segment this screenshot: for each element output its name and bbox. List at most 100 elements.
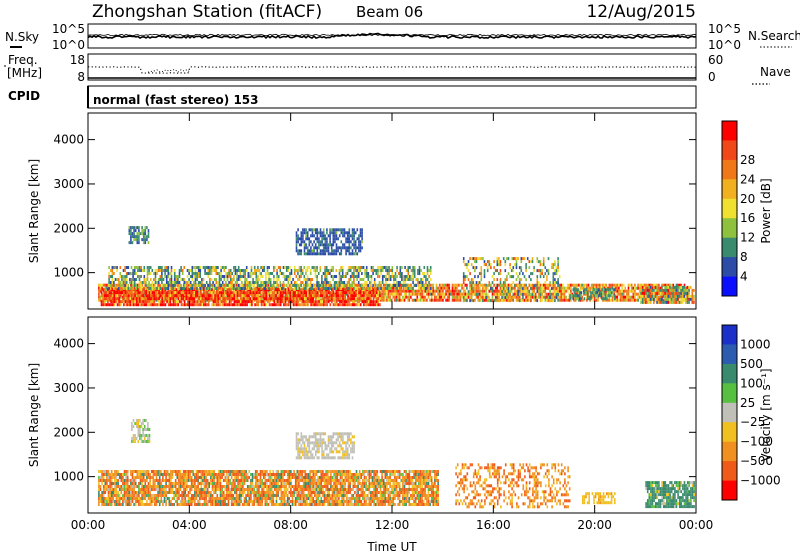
heatmap-cell xyxy=(343,297,346,301)
heatmap-cell xyxy=(128,241,131,245)
heatmap-cell xyxy=(239,300,242,304)
heatmap-cell xyxy=(282,275,285,278)
heatmap-cell xyxy=(212,284,214,287)
heatmap-cell xyxy=(308,237,311,241)
heatmap-cell xyxy=(359,231,362,235)
heatmap-cell xyxy=(340,291,343,295)
heatmap-cell xyxy=(421,298,423,302)
heatmap-cell xyxy=(219,300,221,304)
heatmap-cell xyxy=(651,286,654,290)
heatmap-cell xyxy=(420,278,422,281)
heatmap-cell xyxy=(462,257,465,261)
heatmap-cell xyxy=(275,300,277,304)
heatmap-cell xyxy=(142,300,144,304)
heatmap-cell xyxy=(137,303,140,307)
heatmap-cell xyxy=(386,266,389,269)
heatmap-cell xyxy=(118,300,120,304)
heatmap-cell xyxy=(109,473,111,476)
heatmap-cell xyxy=(164,287,166,290)
heatmap-cell xyxy=(348,300,351,304)
heatmap-cell xyxy=(536,281,539,285)
heatmap-cell xyxy=(241,300,244,304)
heatmap-cell xyxy=(353,266,355,269)
heatmap-cell xyxy=(424,295,427,299)
heatmap-cell xyxy=(346,283,348,287)
heatmap-cell xyxy=(541,296,543,300)
heatmap-cell xyxy=(162,269,165,272)
heatmap-cell xyxy=(169,291,172,295)
heatmap-cell xyxy=(164,291,167,295)
heatmap-cell xyxy=(378,283,380,287)
heatmap-cell xyxy=(263,297,266,301)
heatmap-cell xyxy=(243,300,245,304)
heatmap-cell xyxy=(238,291,240,295)
heatmap-cell xyxy=(257,291,260,295)
heatmap-cell xyxy=(678,300,681,304)
heatmap-cell xyxy=(143,275,146,278)
heatmap-cell xyxy=(167,284,170,287)
heatmap-cell xyxy=(616,286,619,290)
heatmap-cell xyxy=(632,292,635,296)
heatmap-cell xyxy=(474,298,476,302)
heatmap-cell xyxy=(419,289,422,293)
heatmap-cell xyxy=(324,243,327,247)
heatmap-cell xyxy=(577,288,579,292)
heatmap-cell xyxy=(286,294,288,298)
heatmap-cell xyxy=(555,266,558,270)
heatmap-cell xyxy=(306,269,309,272)
heatmap-cell xyxy=(271,272,274,275)
heatmap-cell xyxy=(207,272,210,275)
heatmap-cell xyxy=(411,298,414,302)
heatmap-cell xyxy=(351,300,354,304)
heatmap-cell xyxy=(220,272,222,275)
heatmap-cell xyxy=(134,300,136,304)
heatmap-cell xyxy=(258,272,261,275)
heatmap-cell xyxy=(462,272,465,276)
heatmap-cell xyxy=(430,295,433,299)
heatmap-cell xyxy=(265,275,267,278)
heatmap-cell xyxy=(239,272,242,275)
heatmap-cell xyxy=(308,252,311,256)
heatmap-cell xyxy=(347,300,349,304)
heatmap-cell xyxy=(324,269,326,272)
heatmap-cell xyxy=(456,286,459,290)
heatmap-cell xyxy=(245,281,248,284)
heatmap-cell xyxy=(193,287,195,290)
heatmap-cell xyxy=(374,294,376,298)
heatmap-cell xyxy=(126,488,129,491)
heatmap-cell xyxy=(407,269,410,272)
heatmap-cell xyxy=(276,303,279,307)
heatmap-cell xyxy=(681,285,684,289)
heatmap-cell xyxy=(575,294,578,298)
heatmap-cell xyxy=(107,470,110,473)
heatmap-cell xyxy=(356,275,358,278)
heatmap-cell xyxy=(359,284,362,287)
heatmap-cell xyxy=(372,269,374,272)
heatmap-cell xyxy=(118,473,121,476)
heatmap-cell xyxy=(112,476,115,479)
heatmap-cell xyxy=(249,287,251,290)
heatmap-cell xyxy=(496,260,499,264)
heatmap-cell xyxy=(538,295,540,299)
heatmap-cell xyxy=(126,297,128,301)
heatmap-cell xyxy=(640,291,642,295)
heatmap-cell xyxy=(314,243,317,247)
heatmap-cell xyxy=(140,287,142,290)
heatmap-cell xyxy=(207,300,210,304)
heatmap-cell xyxy=(493,260,495,264)
heatmap-cell xyxy=(230,288,232,292)
heatmap-cell xyxy=(122,488,124,491)
heatmap-cell xyxy=(317,284,320,287)
heatmap-cell xyxy=(223,269,226,272)
heatmap-cell xyxy=(569,297,571,301)
heatmap-cell xyxy=(483,260,486,264)
heatmap-cell xyxy=(166,300,168,304)
heatmap-cell xyxy=(691,297,694,301)
heatmap-cell xyxy=(506,298,508,302)
heatmap-cell xyxy=(173,269,176,272)
heatmap-cell xyxy=(305,231,307,235)
heatmap-cell xyxy=(297,240,299,244)
heatmap-cell xyxy=(520,257,523,261)
heatmap-cell xyxy=(627,283,630,287)
heatmap-cell xyxy=(477,289,479,293)
